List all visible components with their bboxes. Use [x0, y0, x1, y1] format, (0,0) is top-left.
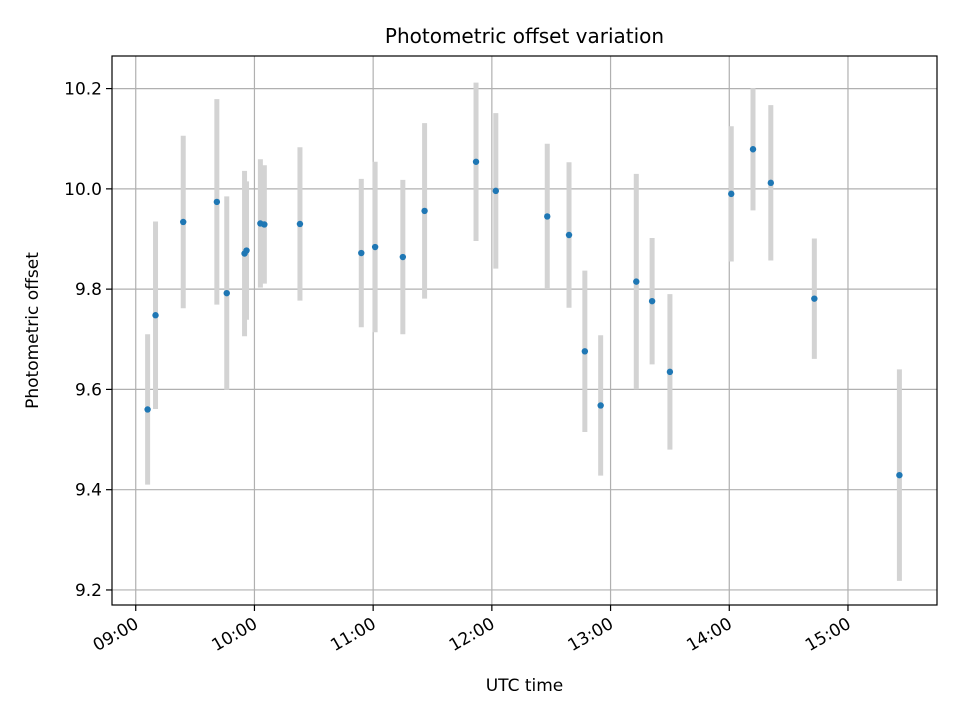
- data-point: [144, 406, 151, 413]
- data-point: [243, 247, 250, 254]
- data-point: [180, 218, 187, 226]
- data-point: [223, 289, 230, 297]
- data-point: [152, 312, 159, 319]
- data-points: [144, 146, 903, 479]
- data-point: [296, 220, 304, 228]
- y-tick-label: 10.2: [64, 80, 102, 100]
- y-tick-label: 9.8: [75, 280, 102, 300]
- y-tick-label: 9.6: [75, 380, 102, 400]
- y-tick-label: 9.2: [75, 581, 102, 601]
- data-point: [648, 297, 656, 305]
- plot-frame: [111, 55, 938, 606]
- y-tick-label: 10.0: [64, 180, 102, 200]
- data-point: [371, 243, 379, 251]
- data-point: [472, 158, 480, 165]
- data-point: [544, 213, 551, 220]
- data-point: [728, 190, 735, 198]
- data-point: [749, 146, 757, 153]
- y-tick-label: 9.4: [75, 481, 102, 501]
- y-axis-ticks: 9.2 9.4 9.6 9.8 10.0 10.2: [64, 80, 112, 601]
- data-point: [358, 249, 365, 257]
- chart-title: Photometric offset variation: [385, 24, 664, 48]
- data-point: [633, 278, 640, 285]
- data-point: [565, 231, 573, 239]
- data-point: [896, 471, 903, 479]
- y-axis-label: Photometric offset: [23, 252, 43, 409]
- data-point: [492, 187, 500, 195]
- data-point: [767, 179, 775, 187]
- data-point: [213, 198, 221, 206]
- x-axis-label: UTC time: [486, 676, 564, 696]
- data-point: [399, 253, 407, 261]
- data-point: [597, 402, 604, 409]
- data-point: [421, 207, 428, 215]
- data-point: [261, 221, 268, 228]
- data-point: [666, 368, 674, 376]
- data-point: [581, 348, 589, 355]
- data-point: [811, 295, 818, 302]
